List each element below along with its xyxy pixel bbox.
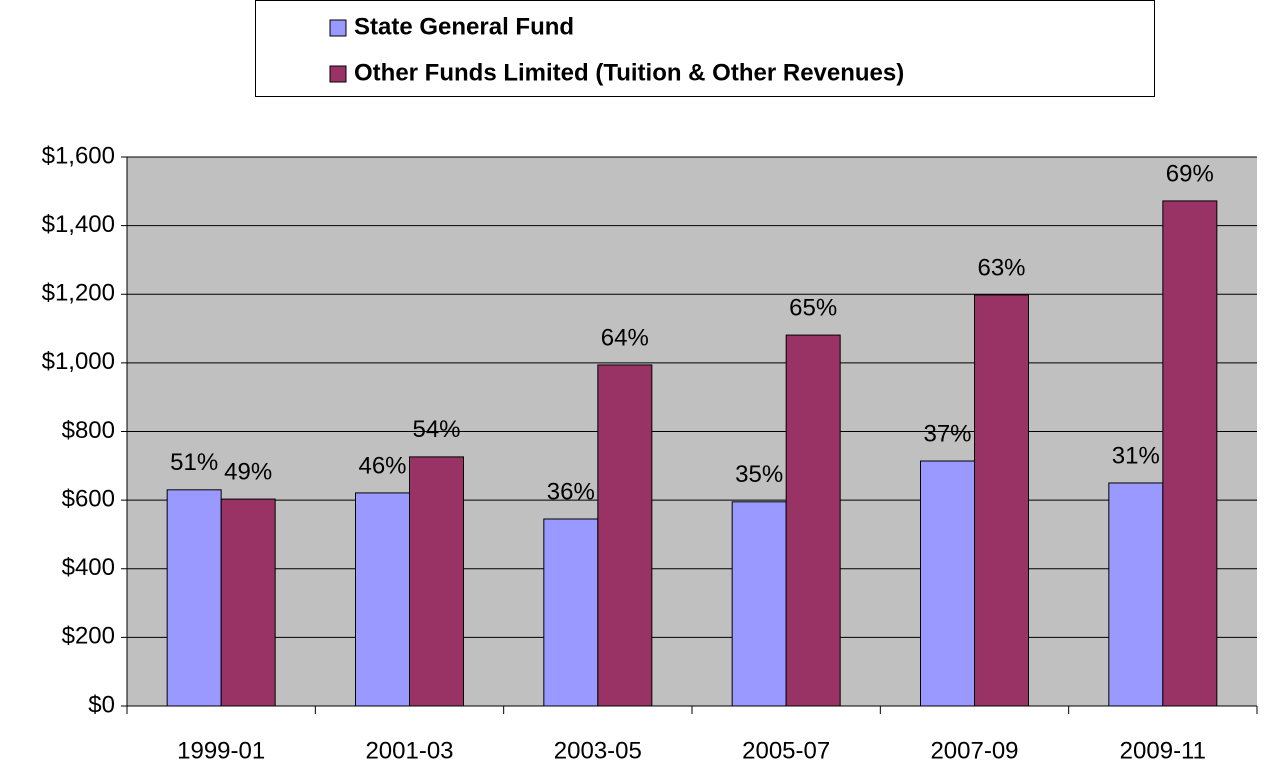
data-label: 36% xyxy=(547,478,595,505)
data-label: 51% xyxy=(170,449,218,476)
data-label: 37% xyxy=(923,420,971,447)
x-tick-label: 1999-01 xyxy=(177,737,265,764)
bar xyxy=(920,460,975,707)
bar xyxy=(355,492,410,707)
data-label: 54% xyxy=(412,416,460,443)
data-label: 69% xyxy=(1166,160,1214,187)
bar xyxy=(731,501,787,707)
y-tick-label: $400 xyxy=(62,554,115,581)
bar xyxy=(785,334,841,707)
legend-label: Other Funds Limited (Tuition & Other Rev… xyxy=(354,59,904,86)
x-tick-label: 2001-03 xyxy=(365,737,453,764)
data-label: 63% xyxy=(977,254,1025,281)
y-tick-label: $600 xyxy=(62,485,115,512)
data-label: 46% xyxy=(358,452,406,479)
legend-label: State General Fund xyxy=(354,13,574,40)
data-label: 35% xyxy=(735,461,783,488)
y-tick-label: $1,600 xyxy=(42,142,115,169)
y-tick-label: $800 xyxy=(62,417,115,444)
legend xyxy=(255,0,1155,97)
bar xyxy=(166,489,222,707)
y-tick-label: $0 xyxy=(88,691,115,718)
x-tick-label: 2007-09 xyxy=(930,737,1018,764)
legend-swatch xyxy=(329,65,347,83)
data-label: 49% xyxy=(224,458,272,485)
x-tick-label: 2009-11 xyxy=(1120,737,1206,764)
bar xyxy=(543,518,599,707)
data-label: 31% xyxy=(1112,442,1160,469)
data-label: 64% xyxy=(601,324,649,351)
bar xyxy=(220,498,276,707)
y-tick-label: $1,200 xyxy=(42,280,115,307)
legend-swatch xyxy=(329,19,347,37)
y-tick-label: $200 xyxy=(62,623,115,650)
bar xyxy=(409,456,464,707)
x-tick-label: 2003-05 xyxy=(554,737,642,764)
y-tick-label: $1,400 xyxy=(42,211,115,238)
bar xyxy=(1108,482,1164,707)
bar xyxy=(1162,200,1218,707)
bar xyxy=(974,294,1029,707)
data-label: 65% xyxy=(789,294,837,321)
y-tick-label: $1,000 xyxy=(42,348,115,375)
bar xyxy=(597,364,653,707)
x-tick-label: 2005-07 xyxy=(742,737,830,764)
